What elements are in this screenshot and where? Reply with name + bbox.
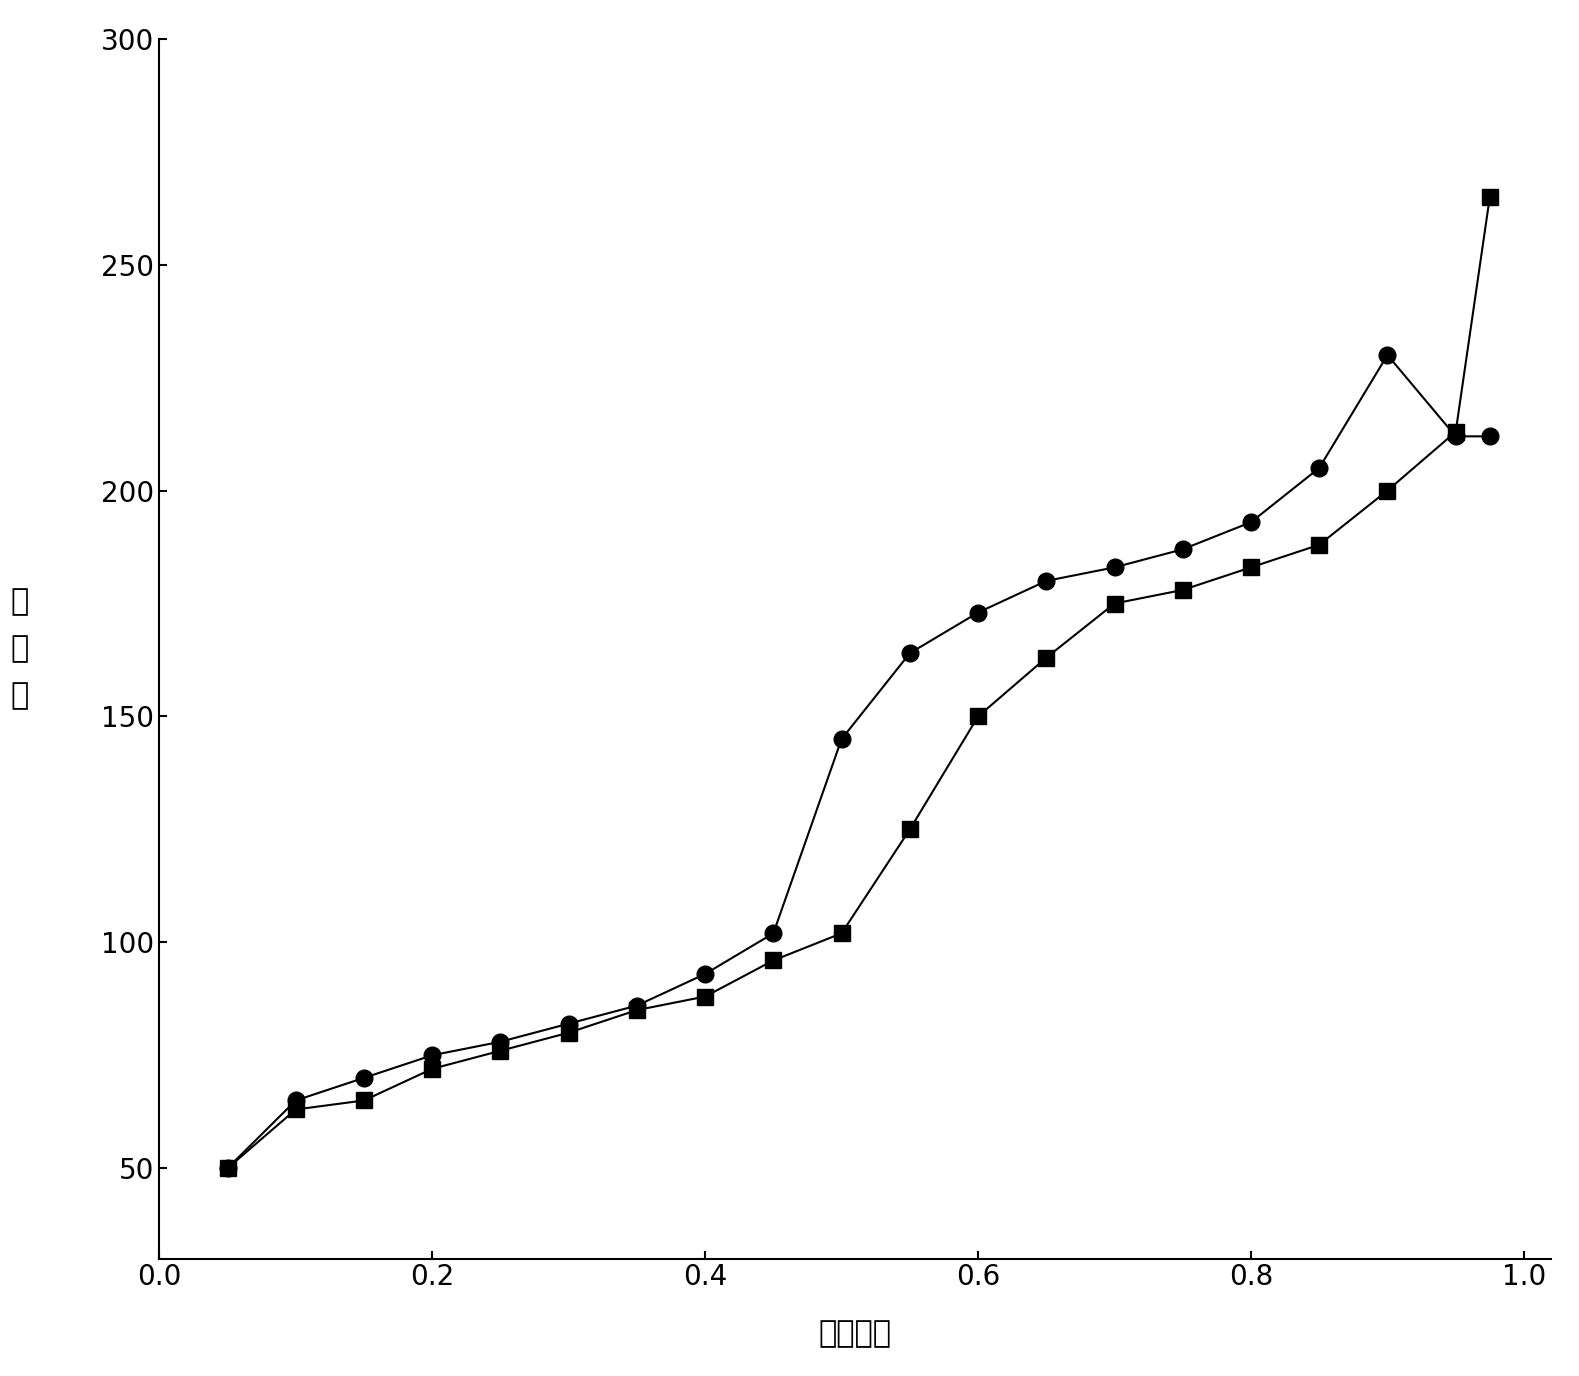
Y-axis label: 吸
附
量: 吸 附 量: [11, 586, 28, 710]
X-axis label: 相对压力: 相对压力: [820, 1320, 892, 1348]
